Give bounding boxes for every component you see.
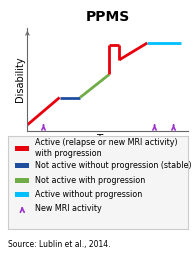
Bar: [15, 146, 29, 151]
Bar: [15, 192, 29, 197]
Text: New MRI activity: New MRI activity: [35, 204, 102, 213]
Bar: [15, 163, 29, 168]
Title: PPMS: PPMS: [86, 10, 130, 24]
Text: Not active without progression (stable): Not active without progression (stable): [35, 161, 191, 170]
Text: Not active with progression: Not active with progression: [35, 176, 145, 185]
Text: Active (relapse or new MRI activity)
with progression: Active (relapse or new MRI activity) wit…: [35, 138, 178, 158]
Y-axis label: Disability: Disability: [15, 57, 25, 103]
Bar: [15, 178, 29, 183]
Text: Active without progression: Active without progression: [35, 190, 142, 199]
Text: Source: Lublin et al., 2014.: Source: Lublin et al., 2014.: [8, 240, 110, 249]
X-axis label: Time: Time: [96, 134, 120, 144]
